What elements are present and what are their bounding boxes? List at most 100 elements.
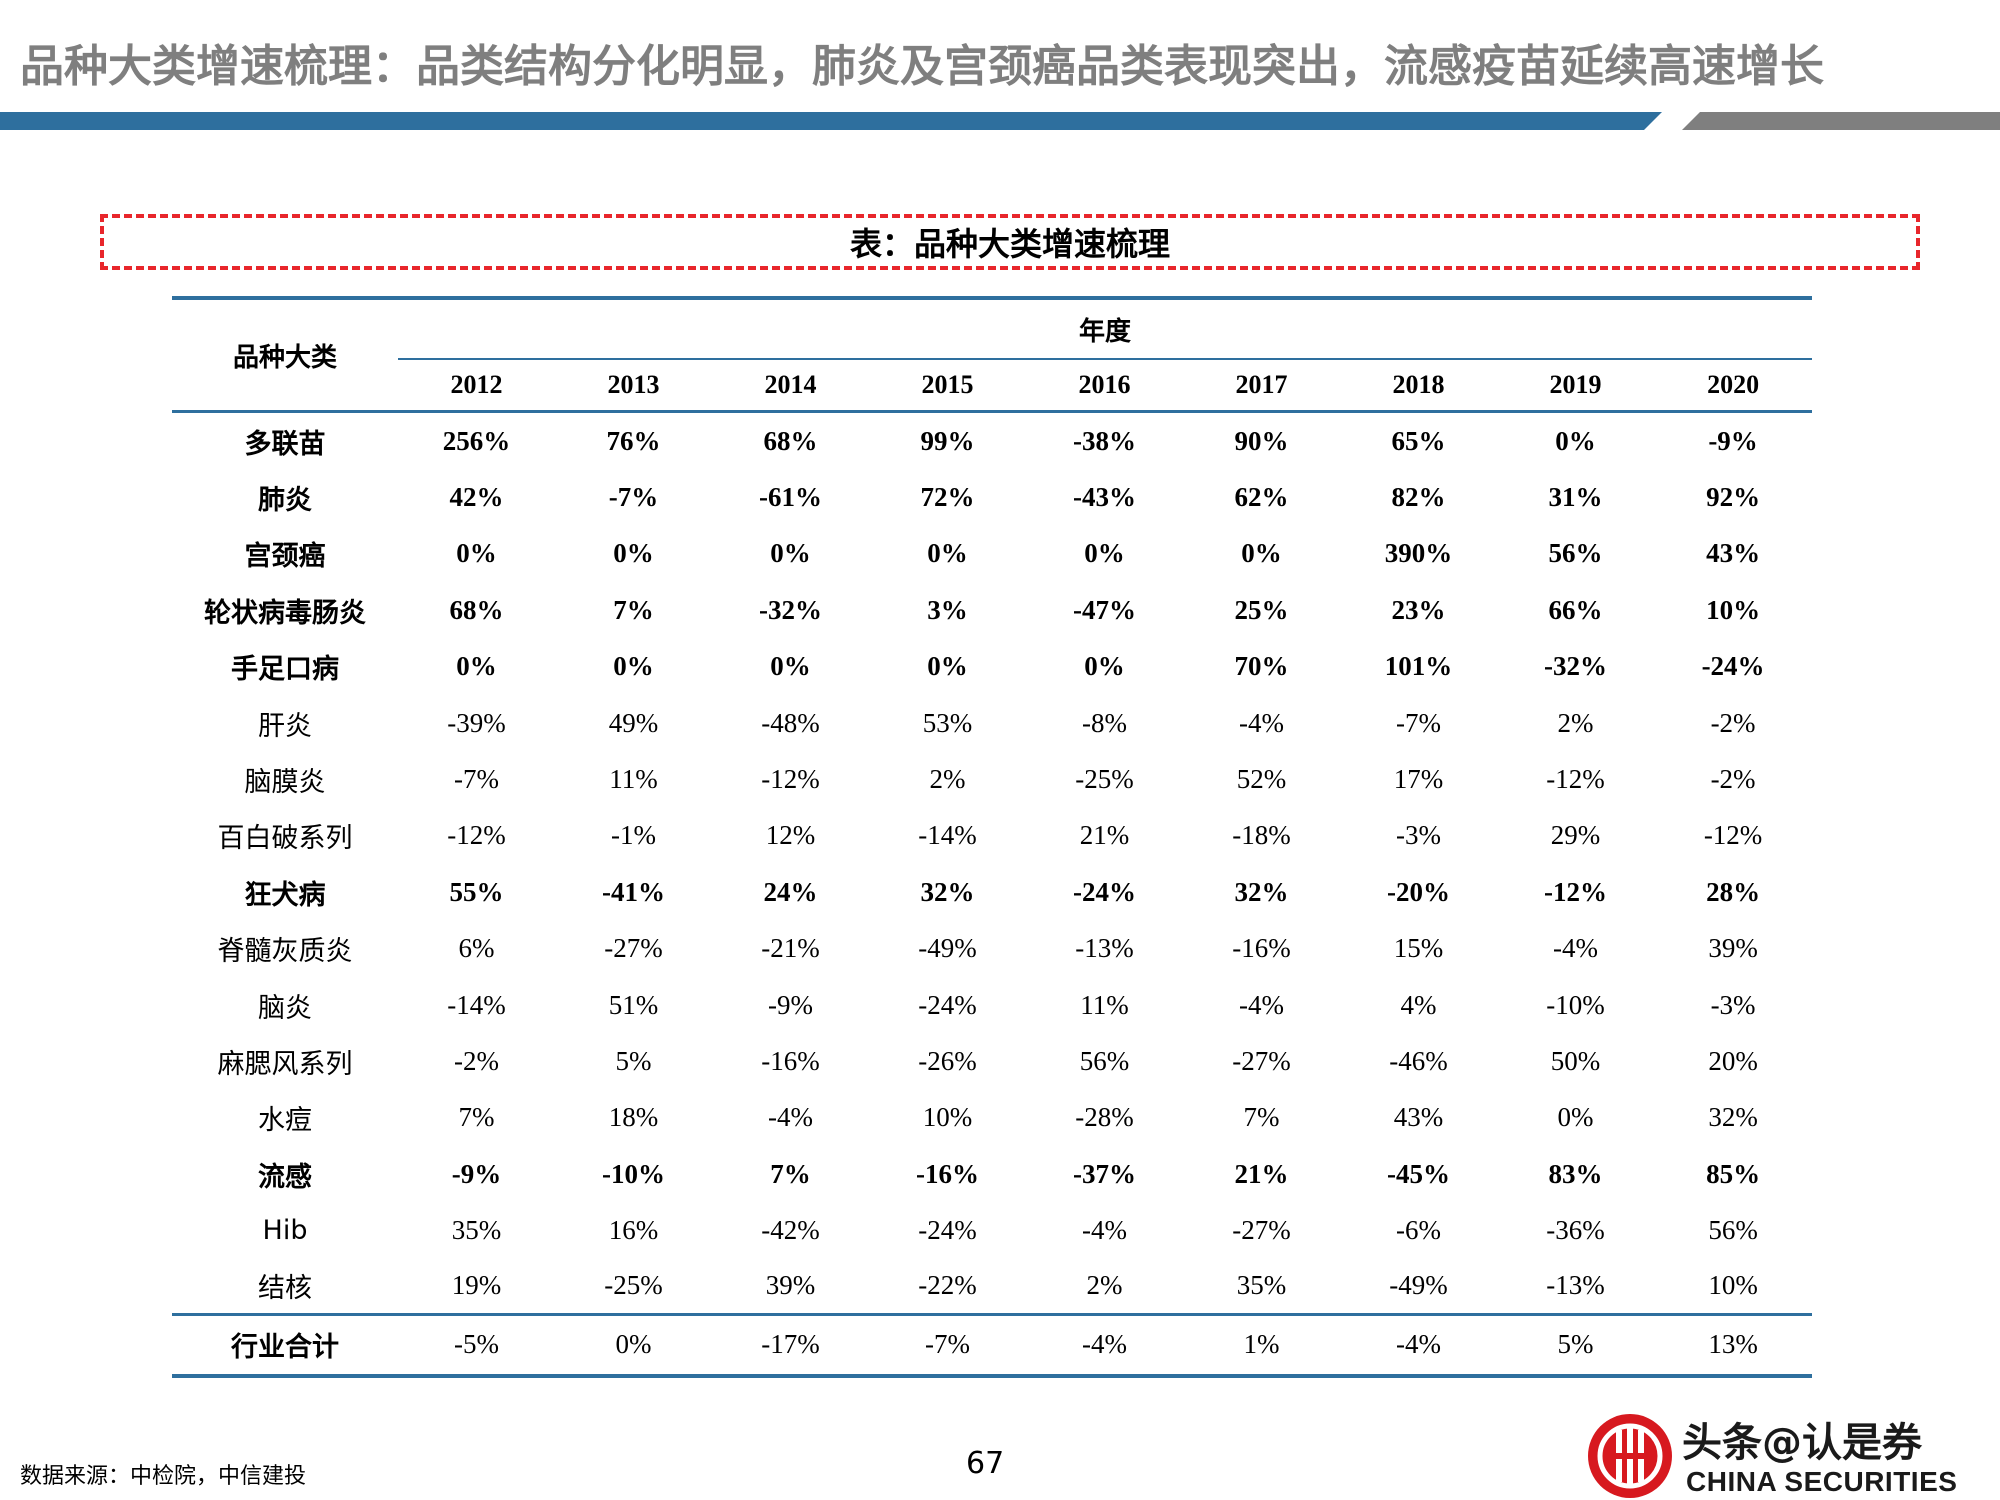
growth-value-cell: 32% (1234, 876, 1289, 907)
growth-value-cell: -1% (611, 820, 656, 851)
growth-value-cell: -6% (1396, 1215, 1441, 1246)
growth-value-cell: -4% (1553, 933, 1598, 964)
growth-value-cell: 72% (920, 482, 975, 513)
row-category-name: 百白破系列 (217, 823, 353, 855)
table-row: 百白破系列 -12% -1% 12% -14% 21% -18% -3% 29% -12% (172, 808, 1812, 864)
growth-value-cell: 70% (1234, 651, 1289, 682)
growth-value-cell: -49% (1389, 1270, 1448, 1301)
growth-value-cell: 20% (1708, 1045, 1758, 1076)
growth-value-cell: 23% (1391, 594, 1446, 625)
growth-value-cell: -2% (454, 1045, 499, 1076)
growth-value-cell: -25% (1075, 764, 1134, 795)
growth-value-cell: 53% (922, 707, 973, 738)
growth-value-cell: 0% (1084, 538, 1125, 569)
page-number: 67 (966, 1446, 1005, 1481)
year-header-2014: 2014 (712, 359, 869, 413)
growth-value-cell: -10% (602, 1158, 665, 1189)
data-source: 数据来源：中检院，中信建投 (20, 1464, 307, 1489)
growth-value-cell: 0% (1084, 651, 1125, 682)
table-row: 水痘 7% 18% -4% 10% -28% 7% 43% 0% 32% (172, 1090, 1812, 1146)
growth-value-cell: -12% (1703, 820, 1763, 851)
growth-value-cell: 0% (770, 651, 811, 682)
growth-table: 品种大类 年度 2012 2013 2014 2015 2016 2017 2018 2019… (172, 296, 1813, 1378)
growth-value-cell: -13% (1546, 1270, 1605, 1301)
growth-value-cell: -32% (1544, 651, 1607, 682)
row-category-name: 脑膜炎 (244, 767, 326, 799)
growth-value-cell: 0% (456, 651, 497, 682)
table-row: 多联苗 256% 76% 68% 99% -38% 90% 65% 0% -9% (172, 412, 1812, 470)
total-value-cell: -4% (1026, 1312, 1183, 1378)
header-bar-gray (1682, 112, 2000, 130)
growth-value-cell: -7% (1396, 707, 1441, 738)
row-category-name: 手足口病 (231, 654, 339, 686)
growth-value-cell: 52% (1236, 764, 1287, 795)
growth-value-cell: -9% (1708, 425, 1758, 456)
growth-value-cell: -10% (1546, 989, 1605, 1020)
growth-value-cell: -3% (1396, 820, 1441, 851)
growth-value-cell: 51% (608, 989, 659, 1020)
growth-value-cell: -25% (604, 1270, 663, 1301)
growth-value-cell: -39% (447, 707, 506, 738)
growth-value-cell: -48% (761, 707, 820, 738)
growth-value-cell: -14% (918, 820, 977, 851)
growth-value-cell: 21% (1234, 1158, 1289, 1189)
total-label: 行业合计 (172, 1312, 398, 1378)
growth-value-cell: 90% (1234, 425, 1289, 456)
total-value-cell: -5% (398, 1312, 555, 1378)
growth-value-cell: -7% (608, 482, 659, 513)
growth-value-cell: -36% (1546, 1215, 1605, 1246)
growth-value-cell: 39% (1708, 933, 1758, 964)
growth-value-cell: 32% (1708, 1102, 1758, 1133)
growth-value-cell: -16% (761, 1045, 820, 1076)
row-category-name: Hib (262, 1215, 308, 1247)
growth-value-cell: -28% (1075, 1102, 1134, 1133)
total-value-cell: 1% (1183, 1312, 1340, 1378)
growth-value-cell: -27% (1232, 1215, 1291, 1246)
growth-value-cell: -13% (1075, 933, 1134, 964)
growth-value-cell: 43% (1706, 538, 1761, 569)
growth-value-cell: 42% (449, 482, 504, 513)
year-header-2015: 2015 (869, 359, 1026, 413)
growth-value-cell: -20% (1387, 876, 1450, 907)
year-header-2017: 2017 (1183, 359, 1340, 413)
growth-value-cell: -4% (768, 1102, 813, 1133)
growth-value-cell: 11% (609, 764, 658, 795)
year-header-2019: 2019 (1497, 359, 1654, 413)
growth-value-cell: 6% (458, 933, 495, 964)
growth-value-cell: 76% (606, 425, 661, 456)
growth-value-cell: 82% (1391, 482, 1446, 513)
growth-value-cell: 101% (1384, 651, 1453, 682)
growth-value-cell: -27% (1232, 1045, 1291, 1076)
growth-value-cell: 10% (922, 1102, 973, 1133)
row-category-name: 结核 (258, 1273, 312, 1305)
year-header-2018: 2018 (1340, 359, 1497, 413)
table-caption-box: 表：品种大类增速梳理 (100, 214, 1920, 270)
growth-value-cell: 7% (770, 1158, 811, 1189)
company-logo: 头条@认是券 CHINA SECURITIES (1586, 1408, 2000, 1500)
growth-table-container: 品种大类 年度 2012 2013 2014 2015 2016 2017 2018 2019… (172, 296, 1813, 1378)
growth-value-cell: -27% (604, 933, 663, 964)
industry-total-row: 行业合计 -5% 0% -17% -7% -4% 1% -4% 5% 13% (172, 1312, 1813, 1378)
total-value-cell: -4% (1340, 1312, 1497, 1378)
growth-value-cell: -22% (918, 1270, 977, 1301)
table-row: 流感 -9% -10% 7% -16% -37% 21% -45% 83% 85% (172, 1146, 1812, 1202)
category-header: 品种大类 (172, 296, 398, 413)
row-category-name: 脑炎 (258, 992, 312, 1024)
growth-value-cell: -8% (1082, 707, 1127, 738)
growth-value-cell: 92% (1706, 482, 1761, 513)
growth-value-cell: -12% (761, 764, 820, 795)
year-header-2020: 2020 (1654, 359, 1813, 413)
table-row: 轮状病毒肠炎 68% 7% -32% 3% -47% 25% 23% 66% 10% (172, 582, 1812, 638)
growth-value-cell: 0% (613, 651, 654, 682)
growth-value-cell: 83% (1548, 1158, 1603, 1189)
growth-value-cell: 56% (1548, 538, 1603, 569)
total-value-cell: 13% (1654, 1312, 1813, 1378)
growth-value-cell: 10% (1708, 1270, 1758, 1301)
year-header-2012: 2012 (398, 359, 555, 413)
growth-value-cell: 0% (1557, 1102, 1594, 1133)
row-category-name: 肺炎 (258, 485, 312, 517)
growth-value-cell: 55% (449, 876, 504, 907)
growth-value-cell: 66% (1548, 594, 1603, 625)
growth-value-cell: -9% (768, 989, 813, 1020)
growth-value-cell: -24% (1073, 876, 1136, 907)
